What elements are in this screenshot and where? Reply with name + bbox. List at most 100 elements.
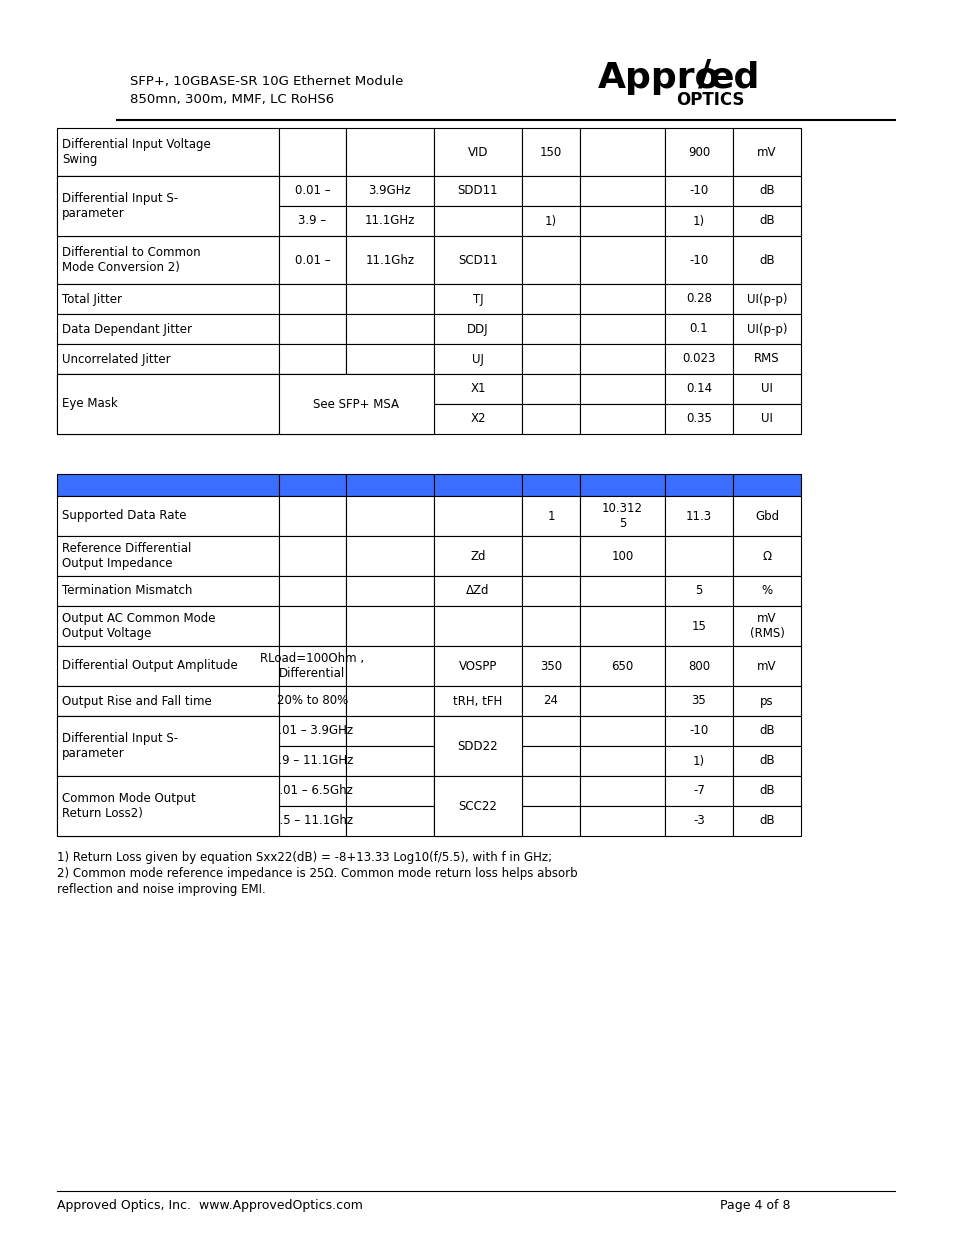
Text: Appro: Appro — [598, 61, 720, 95]
Bar — [732, 404, 801, 433]
Bar — [278, 345, 346, 374]
Bar — [579, 345, 664, 374]
Text: Eye Mask: Eye Mask — [62, 383, 117, 395]
Bar — [664, 496, 732, 536]
Bar — [732, 576, 801, 606]
Bar — [664, 576, 732, 606]
Text: 20% to 80%: 20% to 80% — [276, 694, 348, 708]
Bar — [664, 128, 732, 177]
Bar — [57, 536, 278, 576]
Bar — [57, 404, 278, 433]
Bar — [579, 374, 664, 404]
Bar — [346, 716, 434, 746]
Text: UI: UI — [760, 383, 772, 395]
Bar — [278, 374, 434, 433]
Bar — [57, 646, 278, 685]
Text: SFP+, 10GBASE-SR 10G Ethernet Module: SFP+, 10GBASE-SR 10G Ethernet Module — [130, 75, 403, 89]
Bar — [579, 404, 664, 433]
Text: Differential Input S-
parameter: Differential Input S- parameter — [62, 177, 178, 205]
Bar — [521, 128, 579, 177]
Bar — [57, 206, 278, 236]
Text: 0.35: 0.35 — [685, 412, 711, 426]
Bar — [346, 646, 434, 685]
Bar — [521, 177, 579, 206]
Text: See SFP+ MSA: See SFP+ MSA — [314, 383, 399, 395]
Text: 0.01 – 3.9GHz: 0.01 – 3.9GHz — [272, 725, 354, 737]
Bar — [521, 576, 579, 606]
Text: -10: -10 — [689, 253, 708, 267]
Bar — [521, 776, 579, 806]
Text: 350: 350 — [539, 659, 561, 673]
Bar — [579, 606, 664, 646]
Bar — [57, 496, 278, 536]
Bar — [278, 236, 346, 284]
Bar — [346, 177, 434, 206]
Bar — [732, 746, 801, 776]
Text: dB: dB — [759, 184, 774, 198]
Bar — [579, 474, 664, 496]
Bar — [664, 284, 732, 314]
Bar — [434, 206, 521, 236]
Bar — [278, 536, 346, 576]
Bar — [521, 284, 579, 314]
Bar — [57, 374, 278, 404]
Bar — [278, 646, 346, 685]
Text: 0.01 – 6.5Ghz: 0.01 – 6.5Ghz — [272, 784, 353, 798]
Text: SCC22: SCC22 — [458, 784, 497, 798]
Text: Gbd: Gbd — [754, 510, 779, 522]
Bar — [434, 716, 521, 746]
Bar — [521, 606, 579, 646]
Text: UI: UI — [760, 412, 772, 426]
Text: DDJ: DDJ — [467, 322, 488, 336]
Bar — [57, 236, 278, 284]
Text: 1): 1) — [692, 215, 704, 227]
Bar — [346, 345, 434, 374]
Bar — [278, 806, 346, 836]
Text: 0.14: 0.14 — [685, 383, 711, 395]
Bar — [434, 374, 521, 404]
Bar — [434, 606, 521, 646]
Bar — [346, 496, 434, 536]
Text: dB: dB — [759, 215, 774, 227]
Bar — [346, 536, 434, 576]
Text: 0.01 –: 0.01 – — [294, 184, 330, 198]
Bar — [664, 536, 732, 576]
Bar — [346, 206, 434, 236]
Text: Differential Output Amplitude: Differential Output Amplitude — [62, 659, 237, 673]
Text: -10: -10 — [689, 184, 708, 198]
Bar — [664, 236, 732, 284]
Text: Total Jitter: Total Jitter — [62, 293, 122, 305]
Bar — [732, 206, 801, 236]
Text: 150: 150 — [539, 146, 561, 158]
Text: 3.9 – 11.1GHz: 3.9 – 11.1GHz — [271, 755, 354, 767]
Text: UJ: UJ — [472, 352, 483, 366]
Bar — [346, 606, 434, 646]
Bar — [732, 177, 801, 206]
Text: dB: dB — [759, 253, 774, 267]
Bar — [278, 128, 346, 177]
Text: 100: 100 — [611, 550, 633, 562]
Bar — [57, 716, 278, 776]
Text: tRH, tFH: tRH, tFH — [453, 694, 502, 708]
Bar — [57, 177, 278, 206]
Bar — [434, 776, 521, 836]
Bar — [434, 284, 521, 314]
Text: 1): 1) — [544, 215, 557, 227]
Bar — [278, 474, 346, 496]
Bar — [732, 474, 801, 496]
Text: 11.1Ghz: 11.1Ghz — [365, 253, 415, 267]
Text: 24: 24 — [543, 694, 558, 708]
Bar — [521, 496, 579, 536]
Bar — [278, 685, 346, 716]
Text: -3: -3 — [693, 815, 704, 827]
Text: Reference Differential
Output Impedance: Reference Differential Output Impedance — [62, 542, 192, 571]
Bar — [57, 746, 278, 776]
Text: 2) Common mode reference impedance is 25Ω. Common mode return loss helps absorb: 2) Common mode reference impedance is 25… — [57, 867, 577, 881]
Text: 35: 35 — [691, 694, 705, 708]
Bar — [579, 128, 664, 177]
Text: 0.023: 0.023 — [681, 352, 715, 366]
Text: SDD22: SDD22 — [457, 740, 497, 752]
Text: mV
(RMS): mV (RMS) — [749, 613, 783, 640]
Bar — [278, 776, 346, 806]
Text: mV: mV — [757, 659, 776, 673]
